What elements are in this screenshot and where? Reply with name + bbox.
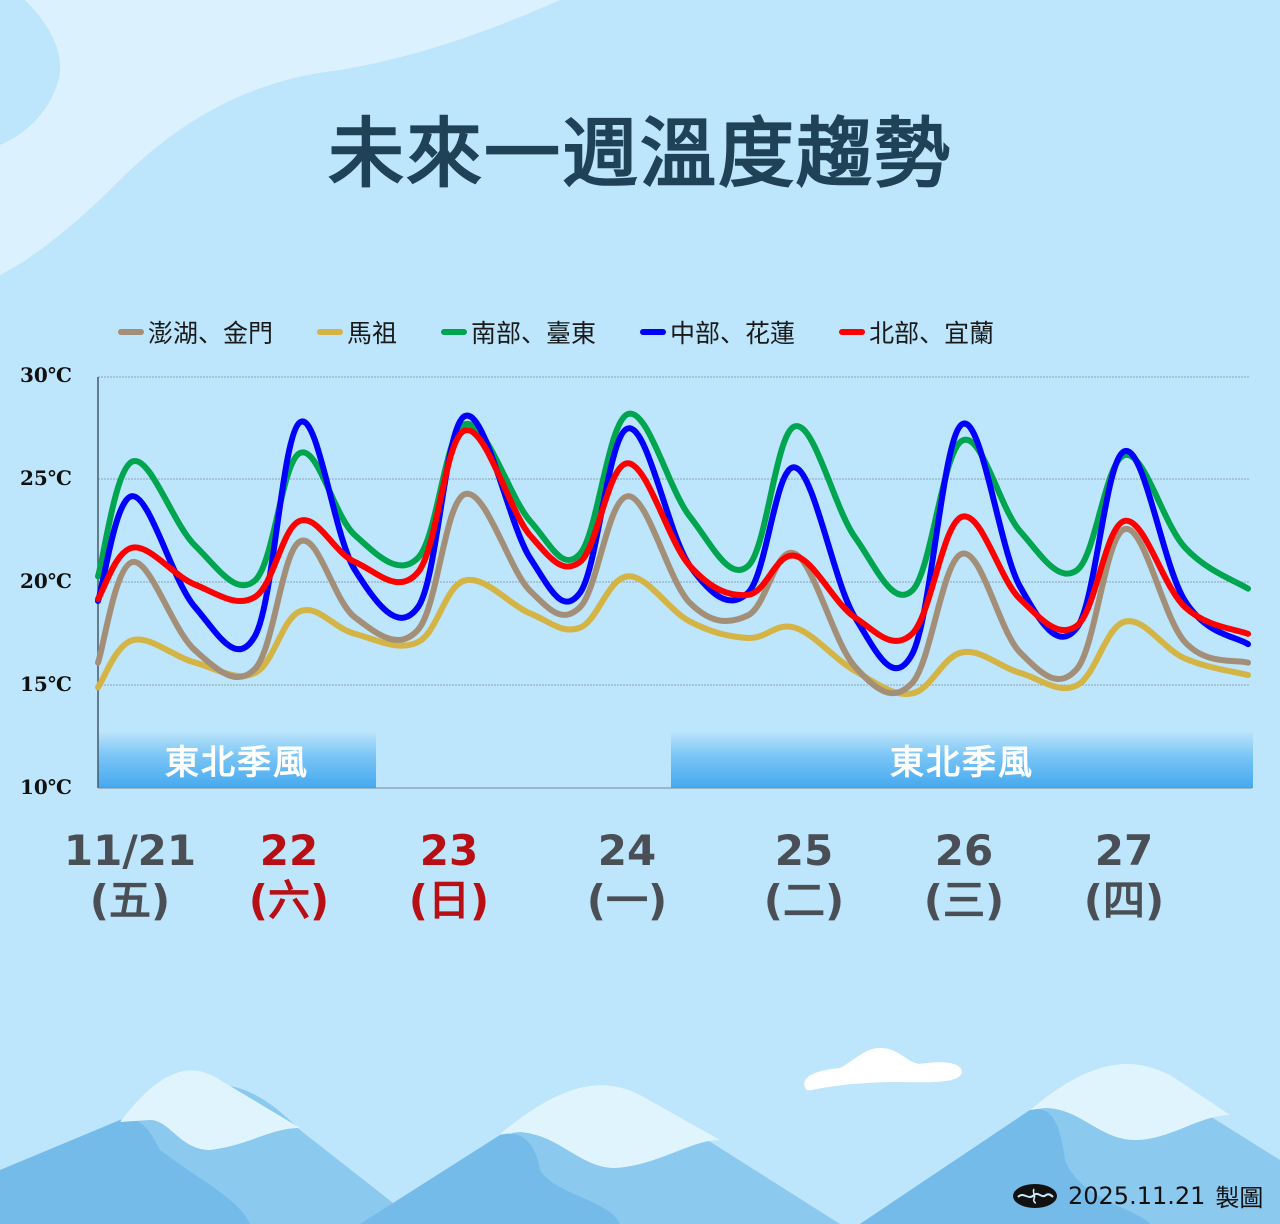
legend-swatch-icon bbox=[441, 329, 468, 335]
x-label-day-1: 11/21 (五) bbox=[50, 826, 210, 926]
x-label-weekday: (日) bbox=[408, 876, 490, 925]
legend-item-matsu: 馬祖 bbox=[317, 314, 397, 350]
legend: 澎湖、金門 馬祖 南部、臺東 中部、花蓮 北部、宜蘭 bbox=[118, 314, 1038, 350]
x-label-weekday: (六) bbox=[248, 876, 330, 925]
x-label-day-3: 23 (日) bbox=[369, 826, 529, 926]
legend-item-north-yilan: 北部、宜蘭 bbox=[839, 314, 994, 350]
series-line bbox=[95, 491, 1251, 697]
series-line bbox=[95, 573, 1251, 697]
top-left-swoosh bbox=[0, 0, 560, 275]
legend-swatch-icon bbox=[839, 329, 866, 335]
legend-swatch-icon bbox=[317, 329, 344, 335]
legend-item-penghu-kinmen: 澎湖、金門 bbox=[118, 314, 273, 350]
series-line bbox=[95, 427, 1251, 644]
x-label-day-2: 22 (六) bbox=[209, 826, 369, 926]
legend-label: 馬祖 bbox=[347, 319, 398, 348]
x-label-weekday: (四) bbox=[1083, 876, 1165, 925]
series-lines bbox=[95, 410, 1251, 697]
x-label-date: 23 bbox=[419, 826, 479, 875]
x-label-date: 26 bbox=[934, 826, 994, 875]
y-tick-10: 10℃ bbox=[20, 775, 72, 799]
x-label-date: 22 bbox=[259, 826, 319, 875]
legend-item-central-hualien: 中部、花蓮 bbox=[640, 314, 795, 350]
x-label-day-7: 27 (四) bbox=[1044, 826, 1204, 926]
legend-label: 北部、宜蘭 bbox=[869, 319, 995, 348]
y-tick-20: 20℃ bbox=[20, 569, 72, 593]
top-left-circle bbox=[0, 0, 61, 145]
mountains bbox=[0, 1064, 1280, 1224]
x-label-date: 11/21 bbox=[63, 826, 197, 875]
cwa-logo-icon bbox=[1013, 1183, 1057, 1208]
x-label-date: 24 bbox=[597, 826, 657, 875]
x-label-date: 27 bbox=[1094, 826, 1154, 875]
legend-label: 澎湖、金門 bbox=[148, 319, 274, 348]
y-tick-30: 30℃ bbox=[20, 363, 72, 387]
x-label-date: 25 bbox=[774, 826, 834, 875]
legend-swatch-icon bbox=[118, 329, 144, 335]
x-label-weekday: (三) bbox=[923, 876, 1005, 925]
monsoon-band-2: 東北季風 bbox=[671, 731, 1253, 788]
y-tick-15: 15℃ bbox=[20, 672, 72, 696]
x-label-weekday: (五) bbox=[89, 876, 171, 925]
x-label-day-5: 25 (二) bbox=[724, 826, 884, 926]
credit-date: 2025.11.21 bbox=[1068, 1181, 1206, 1210]
x-label-weekday: (一) bbox=[586, 876, 668, 925]
y-tick-25: 25℃ bbox=[20, 466, 72, 490]
legend-label: 南部、臺東 bbox=[471, 319, 597, 348]
legend-swatch-icon bbox=[640, 329, 667, 335]
x-label-day-4: 24 (一) bbox=[547, 826, 707, 926]
x-label-day-6: 26 (三) bbox=[884, 826, 1044, 926]
credit-suffix: 製圖 bbox=[1215, 1184, 1264, 1212]
cloud bbox=[804, 1048, 962, 1091]
credit: 2025.11.21 製圖 bbox=[1012, 1178, 1263, 1213]
legend-item-south-taitung: 南部、臺東 bbox=[441, 314, 596, 350]
monsoon-band-1: 東北季風 bbox=[98, 731, 376, 788]
x-label-weekday: (二) bbox=[763, 876, 845, 925]
chart-title: 未來一週溫度趨勢 bbox=[328, 109, 952, 198]
legend-label: 中部、花蓮 bbox=[670, 319, 796, 348]
